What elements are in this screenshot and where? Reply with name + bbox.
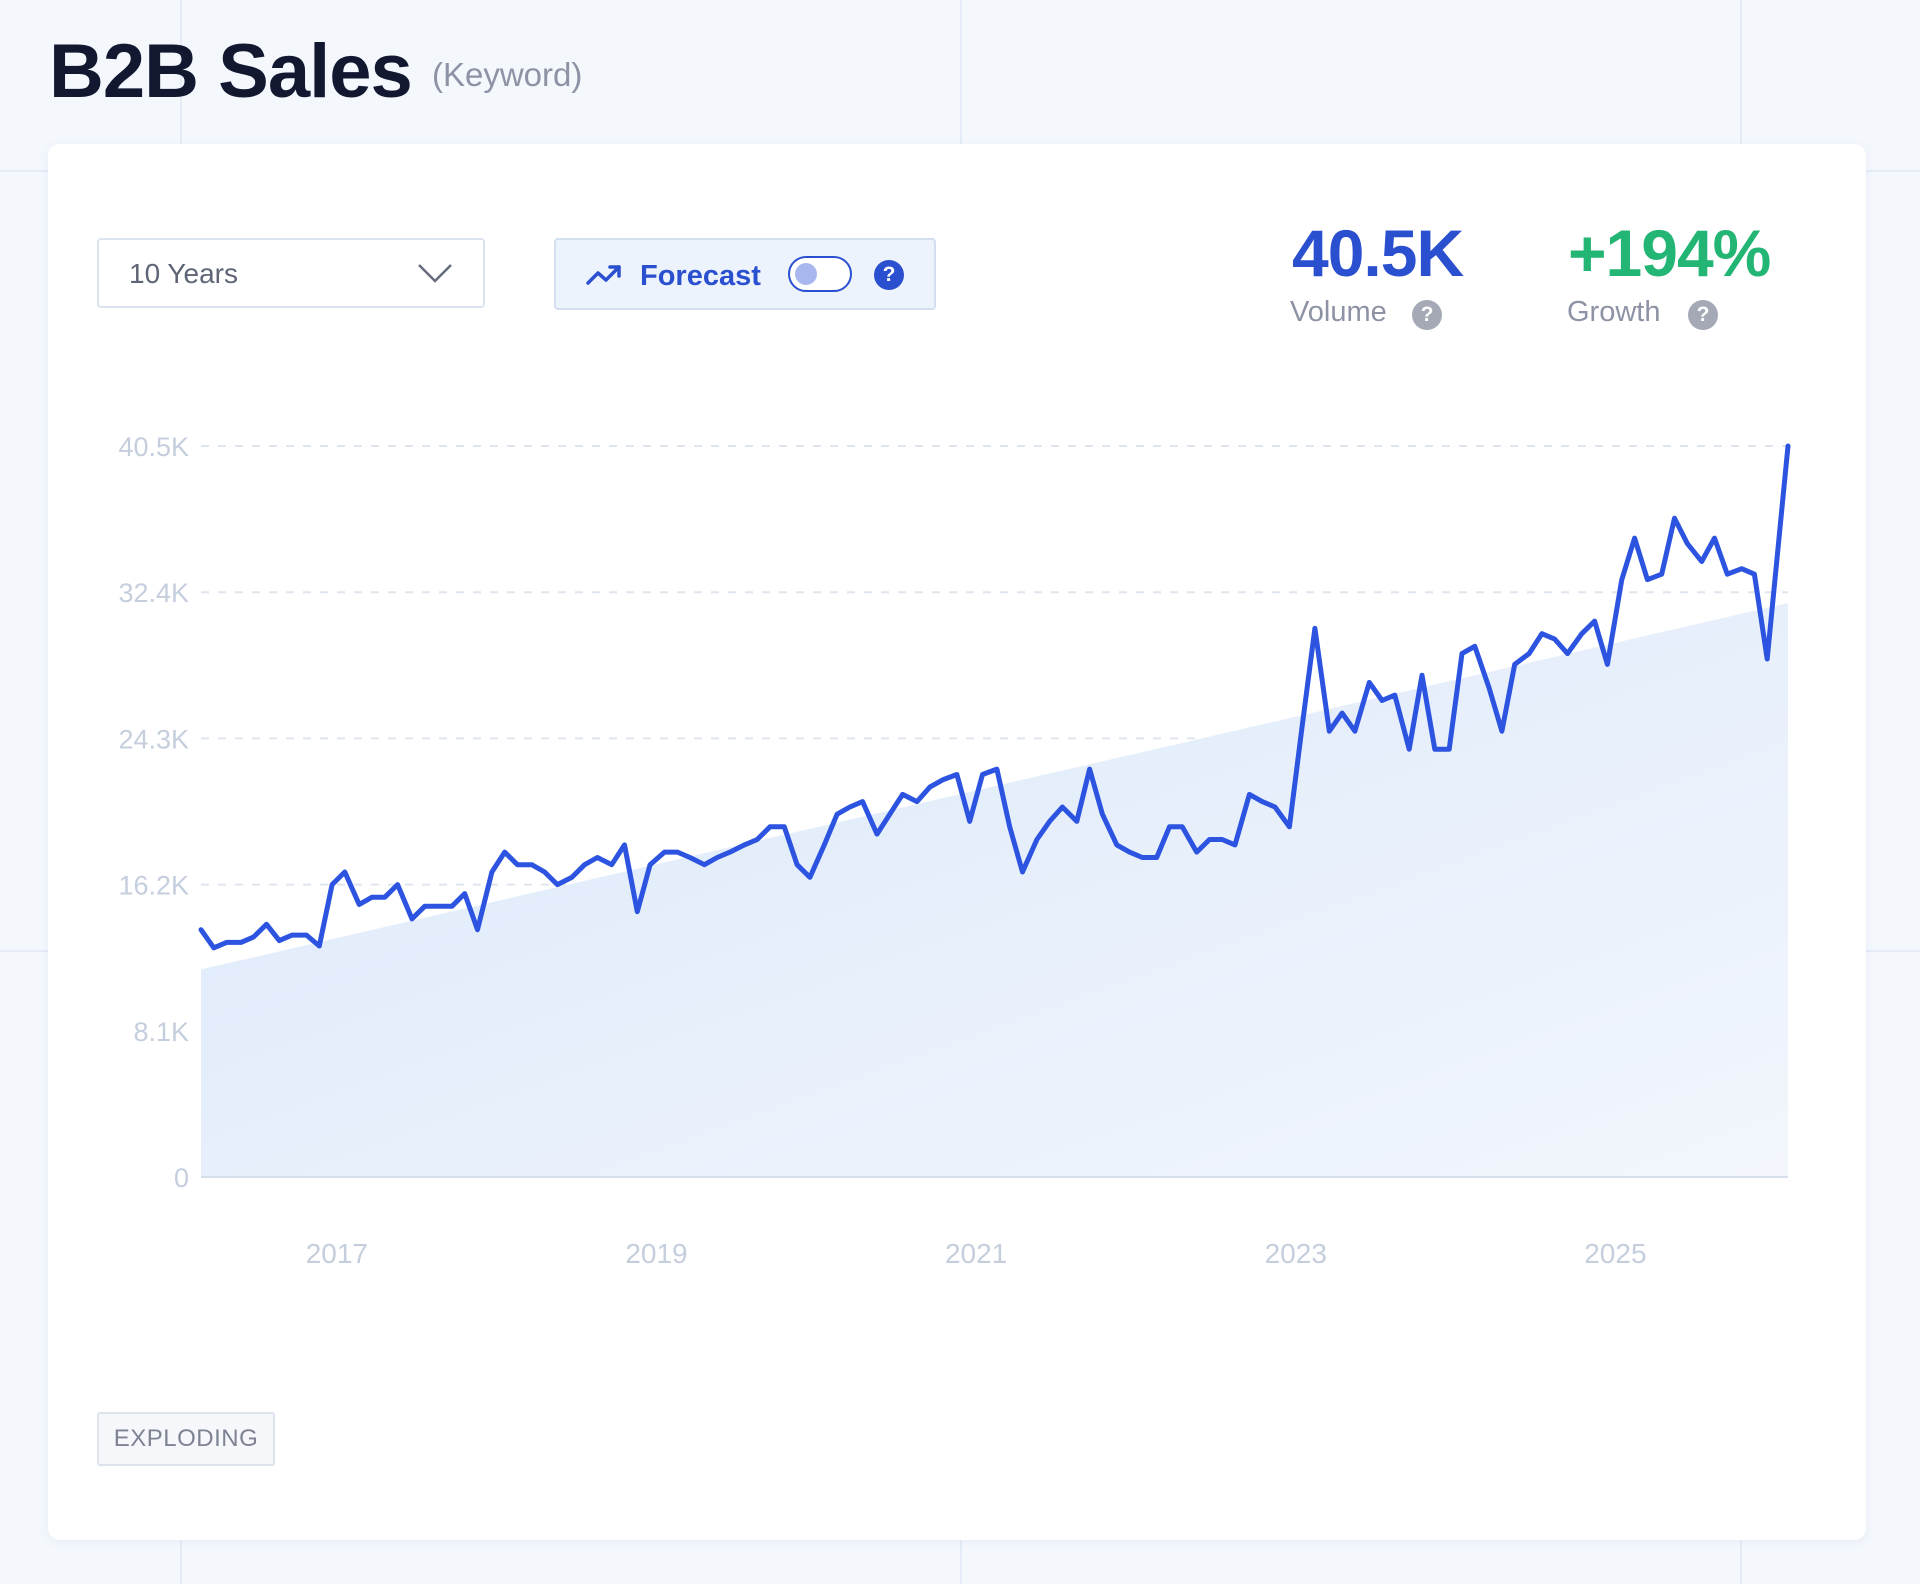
chevron-down-icon: [418, 264, 452, 283]
volume-label: Volume: [1290, 296, 1387, 328]
growth-help-icon[interactable]: ?: [1688, 300, 1718, 330]
forecast-help-icon[interactable]: ?: [874, 260, 904, 290]
status-badge: EXPLODING: [97, 1412, 275, 1466]
time-range-value: 10 Years: [129, 258, 238, 289]
trend-area: [201, 603, 1788, 1177]
x-tick-label: 2019: [625, 1238, 687, 1269]
trending-up-icon: [586, 265, 621, 285]
x-tick-label: 2017: [306, 1238, 368, 1269]
forecast-label: Forecast: [640, 260, 761, 292]
toggle-knob: [795, 263, 817, 285]
volume-chart: 0 8.1K 16.2K 24.3K 32.4K 40.5K 2017 2019 2021 20…: [118, 432, 1791, 1269]
forecast-control: Forecast ?: [554, 238, 936, 310]
forecast-toggle[interactable]: [788, 256, 852, 292]
x-tick-label: 2023: [1265, 1238, 1327, 1269]
y-tick-label: 40.5K: [118, 432, 189, 462]
y-tick-label: 16.2K: [118, 871, 189, 901]
time-range-dropdown[interactable]: 10 Years: [97, 238, 485, 308]
x-tick-label: 2025: [1584, 1238, 1646, 1269]
y-tick-label: 8.1K: [133, 1017, 189, 1047]
volume-value: 40.5K: [1292, 216, 1464, 290]
volume-help-icon[interactable]: ?: [1412, 300, 1442, 330]
y-tick-label: 0: [174, 1163, 189, 1193]
growth-value: +194%: [1568, 216, 1771, 290]
keyword-type-label: (Keyword): [432, 56, 583, 93]
trend-card: 10 Years Forecast ? 40.5K Volume ? +194%…: [48, 144, 1866, 1540]
y-tick-label: 32.4K: [118, 578, 189, 608]
growth-label: Growth: [1567, 296, 1661, 328]
x-tick-label: 2021: [945, 1238, 1007, 1269]
y-tick-label: 24.3K: [118, 724, 189, 754]
series-line: [198, 443, 1791, 951]
page-title: B2B Sales: [49, 29, 413, 114]
